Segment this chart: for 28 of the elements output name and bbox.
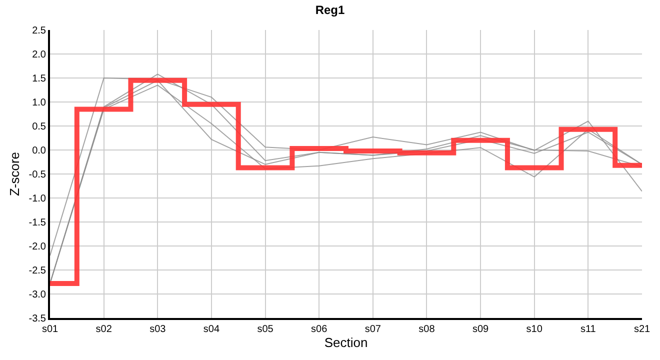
x-axis-title: Section [324, 335, 368, 350]
y-tick-label: -1.0 [28, 194, 46, 204]
x-tick-label: s02 [96, 324, 112, 335]
x-tick-label: s06 [311, 324, 328, 335]
y-tick-label: -2.0 [28, 242, 46, 252]
x-tick-label: s10 [526, 324, 543, 335]
x-tick-label: s21 [634, 324, 650, 335]
y-tick-label: 2.0 [32, 50, 46, 60]
x-tick-label: s11 [580, 324, 596, 335]
y-tick-label: 2.5 [32, 26, 46, 36]
x-tick-label: s08 [418, 324, 436, 335]
x-tick-label: s07 [364, 324, 382, 335]
y-tick-label: -1.5 [28, 218, 46, 228]
y-tick-label: 0.5 [32, 122, 46, 132]
y-tick-label: -3.5 [28, 314, 46, 324]
y-tick-label: -2.5 [28, 266, 46, 276]
x-tick-label: s01 [42, 324, 58, 335]
x-tick-label: s05 [257, 324, 274, 335]
x-tick-label: s03 [150, 324, 166, 335]
chart-title: Reg1 [315, 2, 345, 17]
y-tick-label: -0.5 [28, 170, 46, 180]
y-tick-label: -3.0 [28, 290, 46, 300]
y-tick-label: 0.0 [32, 146, 46, 156]
y-tick-label: 1.5 [32, 74, 46, 84]
y-axis-title: Z-score [7, 152, 22, 196]
x-tick-label: s09 [472, 324, 490, 335]
x-tick-label: s04 [203, 324, 220, 335]
y-tick-label: 1.0 [32, 98, 46, 108]
